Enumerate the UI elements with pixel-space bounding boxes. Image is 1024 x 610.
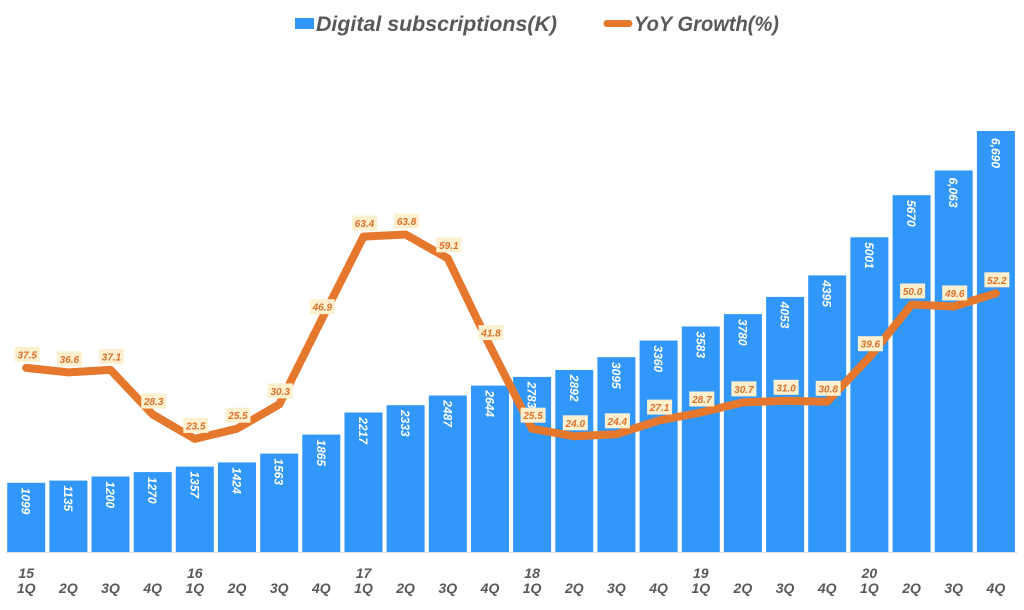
svg-text:3Q: 3Q (776, 580, 795, 596)
svg-text:2783: 2783 (525, 381, 539, 409)
svg-text:16: 16 (187, 565, 203, 581)
svg-text:1Q: 1Q (354, 580, 373, 596)
svg-text:4395: 4395 (820, 279, 834, 307)
svg-text:1200: 1200 (103, 481, 117, 508)
svg-text:17: 17 (356, 565, 373, 581)
svg-text:5670: 5670 (904, 200, 918, 227)
svg-text:2Q: 2Q (733, 580, 753, 596)
svg-text:Digital subscriptions(K): Digital subscriptions(K) (316, 13, 557, 36)
svg-text:2892: 2892 (567, 374, 581, 402)
svg-text:3Q: 3Q (438, 580, 457, 596)
svg-text:2644: 2644 (483, 389, 497, 417)
svg-text:1Q: 1Q (860, 580, 879, 596)
svg-text:1099: 1099 (19, 488, 33, 515)
svg-text:6,690: 6,690 (988, 138, 1002, 168)
svg-text:24.0: 24.0 (565, 419, 586, 430)
svg-text:27.1: 27.1 (649, 403, 670, 414)
svg-text:2Q: 2Q (901, 580, 921, 596)
svg-text:52.2: 52.2 (987, 276, 1007, 287)
svg-text:3780: 3780 (735, 319, 749, 346)
svg-text:4Q: 4Q (311, 580, 331, 596)
svg-text:1Q: 1Q (691, 580, 710, 596)
svg-text:2Q: 2Q (58, 580, 78, 596)
svg-text:3Q: 3Q (944, 580, 963, 596)
svg-text:37.1: 37.1 (102, 352, 122, 363)
svg-text:39.6: 39.6 (861, 340, 881, 351)
svg-text:1424: 1424 (230, 467, 244, 494)
svg-text:63.4: 63.4 (355, 219, 375, 230)
svg-text:28.7: 28.7 (691, 395, 712, 406)
svg-text:2217: 2217 (356, 416, 370, 445)
svg-text:6,063: 6,063 (946, 178, 960, 208)
svg-text:59.1: 59.1 (439, 241, 459, 252)
svg-text:19: 19 (693, 565, 709, 581)
svg-text:4053: 4053 (778, 301, 792, 329)
svg-text:3Q: 3Q (270, 580, 289, 596)
svg-text:3095: 3095 (609, 362, 623, 389)
svg-text:15: 15 (18, 565, 34, 581)
svg-text:30.3: 30.3 (270, 387, 290, 398)
svg-text:23.5: 23.5 (185, 421, 206, 432)
svg-text:4Q: 4Q (648, 580, 668, 596)
svg-text:49.6: 49.6 (944, 289, 965, 300)
svg-text:3Q: 3Q (607, 580, 626, 596)
svg-text:3360: 3360 (651, 345, 665, 372)
svg-text:1Q: 1Q (17, 580, 36, 596)
svg-text:1Q: 1Q (523, 580, 542, 596)
svg-text:4Q: 4Q (817, 580, 837, 596)
svg-text:30.7: 30.7 (734, 385, 754, 396)
svg-text:4Q: 4Q (986, 580, 1006, 596)
svg-text:1270: 1270 (145, 477, 159, 504)
svg-text:30.8: 30.8 (818, 384, 838, 395)
svg-text:1563: 1563 (272, 458, 286, 485)
svg-text:37.5: 37.5 (17, 350, 37, 361)
svg-text:1135: 1135 (61, 485, 75, 511)
svg-text:25.5: 25.5 (522, 411, 543, 422)
svg-text:63.8: 63.8 (397, 217, 417, 228)
svg-text:2487: 2487 (440, 399, 454, 428)
svg-text:YoY Growth(%): YoY Growth(%) (634, 13, 779, 36)
svg-text:2Q: 2Q (395, 580, 415, 596)
svg-text:36.6: 36.6 (60, 355, 80, 366)
svg-text:2Q: 2Q (564, 580, 584, 596)
svg-text:1865: 1865 (314, 439, 328, 466)
svg-text:2333: 2333 (398, 409, 412, 437)
svg-text:3583: 3583 (693, 331, 707, 358)
svg-text:46.9: 46.9 (312, 303, 333, 314)
svg-text:20: 20 (861, 565, 878, 581)
svg-text:1Q: 1Q (185, 580, 204, 596)
svg-text:24.4: 24.4 (607, 417, 628, 428)
svg-text:4Q: 4Q (480, 580, 500, 596)
svg-text:3Q: 3Q (101, 580, 120, 596)
svg-text:25.5: 25.5 (227, 411, 248, 422)
svg-text:4Q: 4Q (142, 580, 162, 596)
svg-text:18: 18 (524, 565, 540, 581)
svg-text:1357: 1357 (187, 471, 201, 499)
svg-text:31.0: 31.0 (776, 383, 796, 394)
svg-text:50.0: 50.0 (903, 287, 923, 298)
svg-text:28.3: 28.3 (143, 397, 164, 408)
svg-text:41.8: 41.8 (480, 329, 501, 340)
svg-text:5001: 5001 (862, 242, 876, 269)
svg-text:2Q: 2Q (227, 580, 247, 596)
